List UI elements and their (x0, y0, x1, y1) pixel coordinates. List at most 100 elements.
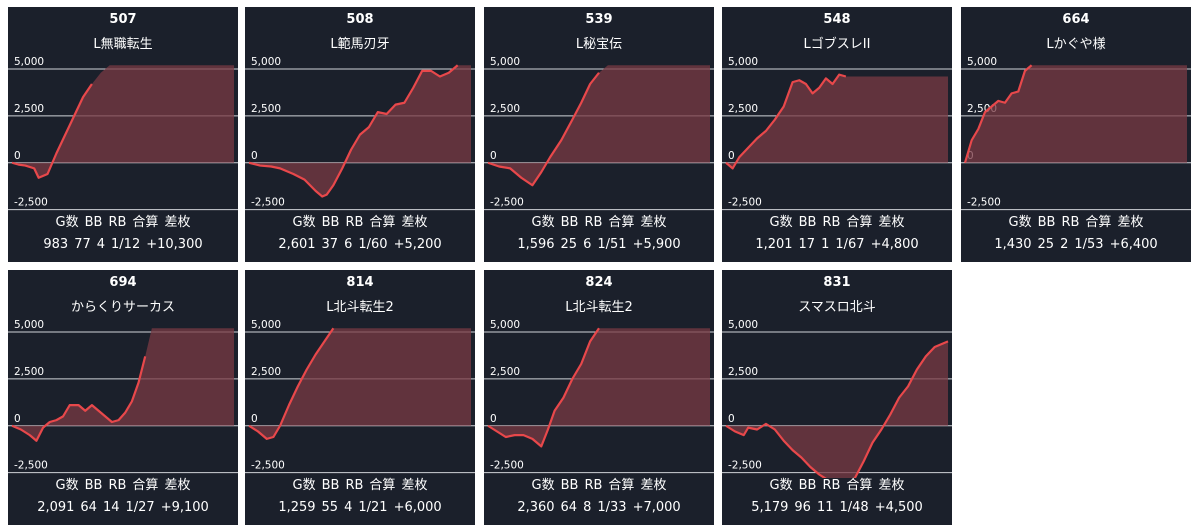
stat-value-bb: 77 (74, 237, 91, 252)
stat-value-g: 2,091 (37, 500, 75, 515)
stat-value-bb: 96 (794, 500, 811, 515)
y-tick-label: 0 (251, 150, 258, 162)
stat-header-g: G数 (292, 478, 316, 493)
stat-value-diff: +6,000 (393, 500, 442, 515)
series-line (248, 64, 459, 198)
y-tick-label: -2,500 (490, 197, 524, 209)
area-fill (726, 341, 948, 478)
stats-header-row: G数 BB RB 合算 差枚 (484, 212, 714, 234)
y-tick-label: -2,500 (490, 460, 524, 472)
y-tick-label: 2,500 (14, 103, 44, 115)
stat-header-g: G数 (769, 478, 793, 493)
stat-value-g: 983 (43, 237, 69, 252)
machine-number: 539 (585, 12, 613, 27)
series-line (725, 340, 949, 478)
machine-name: Lかぐや様 (1046, 37, 1106, 52)
stat-header-total: 合算 (608, 478, 635, 493)
machine-name: からくりサーカス (70, 300, 175, 315)
machine-panel-508[interactable]: 508 L範馬刃牙 5,000 2,500 0 -2,500 G数 BB RB 合算 差枚 2,601… (245, 7, 475, 262)
stat-header-total: 合算 (369, 215, 396, 230)
stat-value-g: 1,201 (755, 237, 793, 252)
stats-header-row: G数 BB RB 合算 差枚 (484, 475, 714, 497)
stat-header-total: 合算 (132, 478, 159, 493)
stat-value-rb: 4 (96, 237, 106, 252)
stat-value-diff: +5,200 (393, 237, 442, 252)
stats-header-row: G数 BB RB 合算 差枚 (961, 212, 1191, 234)
stat-header-rb: RB (1061, 215, 1080, 230)
stats-header-row: G数 BB RB 合算 差枚 (8, 475, 238, 497)
stat-header-diff: 差枚 (1117, 215, 1144, 230)
y-tick-label: 0 (490, 413, 497, 425)
stat-header-diff: 差枚 (878, 478, 905, 493)
stats-table: G数 BB RB 合算 差枚 1,201 17 1 1/67 +4,800 (722, 212, 952, 256)
stat-header-diff: 差枚 (878, 215, 905, 230)
stat-value-g: 1,596 (517, 237, 555, 252)
stats-value-row: 1,259 55 4 1/21 +6,000 (245, 497, 475, 519)
machine-number: 664 (1062, 12, 1090, 27)
machine-panel-694[interactable]: 694 からくりサーカス 5,000 2,500 0 -2,500 G数 BB RB 合算 差枚 2,… (8, 270, 238, 525)
stats-header-row: G数 BB RB 合算 差枚 (722, 212, 952, 234)
stat-header-g: G数 (531, 478, 555, 493)
stat-header-rb: RB (584, 478, 603, 493)
stat-value-diff: +6,400 (1109, 237, 1158, 252)
stat-value-diff: +5,900 (632, 237, 681, 252)
y-tick-label: 0 (728, 150, 735, 162)
stat-value-rb: 1 (821, 237, 830, 252)
area-fill (12, 65, 234, 178)
machine-number: 814 (346, 275, 374, 290)
stat-value-rb: 11 (816, 500, 834, 515)
machine-name: LゴブスレII (803, 37, 871, 52)
stat-header-bb: BB (321, 478, 340, 493)
stat-header-rb: RB (822, 215, 841, 230)
stat-value-rb: 6 (583, 237, 592, 252)
stat-header-total: 合算 (846, 215, 873, 230)
machine-panel-548[interactable]: 548 LゴブスレII 5,000 2,500 0 -2,500 G数 BB RB 合算 差枚 1,2… (722, 7, 952, 262)
stat-header-diff: 差枚 (640, 215, 667, 230)
y-tick-label: -2,500 (728, 460, 762, 472)
stat-header-rb: RB (345, 478, 364, 493)
stat-header-diff: 差枚 (164, 478, 191, 493)
machine-name: L範馬刃牙 (330, 37, 390, 52)
stats-table: G数 BB RB 合算 差枚 2,091 64 14 1/27 +9,100 (8, 475, 238, 519)
y-tick-label: -2,500 (728, 197, 762, 209)
stat-value-diff: +4,800 (870, 237, 919, 252)
stat-value-rb: 6 (344, 237, 353, 252)
stats-table: G数 BB RB 合算 差枚 2,601 37 6 1/60 +5,200 (245, 212, 475, 256)
area-fill (488, 65, 710, 186)
y-tick-label: 5,000 (251, 319, 281, 331)
stat-header-bb: BB (560, 478, 579, 493)
machine-name: L秘宝伝 (575, 37, 623, 52)
machine-panel-507[interactable]: 507 L無職転生 5,000 2,500 0 -2,500 G数 BB RB 合算 差枚 983 77… (8, 7, 238, 262)
stats-value-row: 5,179 96 11 1/48 +4,500 (722, 497, 952, 519)
stat-header-rb: RB (108, 478, 127, 493)
y-tick-label: 2,500 (728, 366, 758, 378)
stat-header-bb: BB (321, 215, 340, 230)
stat-value-bb: 25 (1037, 237, 1055, 252)
machine-name: L北斗転生2 (326, 300, 394, 315)
machine-panel-539[interactable]: 539 L秘宝伝 5,000 2,500 0 -2,500 G数 BB RB 合算 差枚 1,596 2… (484, 7, 714, 262)
stats-table: G数 BB RB 合算 差枚 983 77 4 1/12 +10,300 (8, 212, 238, 256)
stat-header-total: 合算 (369, 478, 396, 493)
y-tick-label: 5,000 (14, 56, 44, 68)
stat-value-g: 2,601 (278, 237, 316, 252)
stat-value-diff: +4,500 (874, 500, 923, 515)
area-fill (488, 328, 710, 447)
machine-panel-831[interactable]: 831 スマスロ北斗 5,000 2,500 0 -2,500 G数 BB RB 合算 差枚 5,17… (722, 270, 952, 525)
machine-panel-814[interactable]: 814 L北斗転生2 5,000 2,500 0 -2,500 G数 BB RB 合算 差枚 1,25… (245, 270, 475, 525)
stat-value-g: 5,179 (751, 500, 789, 515)
y-tick-label: 5,000 (251, 56, 281, 68)
stats-value-row: 2,360 64 8 1/33 +7,000 (484, 497, 714, 519)
machine-panel-824[interactable]: 824 L北斗転生2 5,000 2,500 0 -2,500 G数 BB RB 合算 差枚 2,36… (484, 270, 714, 525)
stats-header-row: G数 BB RB 合算 差枚 (722, 475, 952, 497)
stat-value-bb: 17 (798, 237, 816, 252)
y-tick-label: 2,500 (14, 366, 44, 378)
stat-header-rb: RB (822, 478, 841, 493)
y-tick-label: 0 (490, 150, 497, 162)
stats-table: G数 BB RB 合算 差枚 2,360 64 8 1/33 +7,000 (484, 475, 714, 519)
